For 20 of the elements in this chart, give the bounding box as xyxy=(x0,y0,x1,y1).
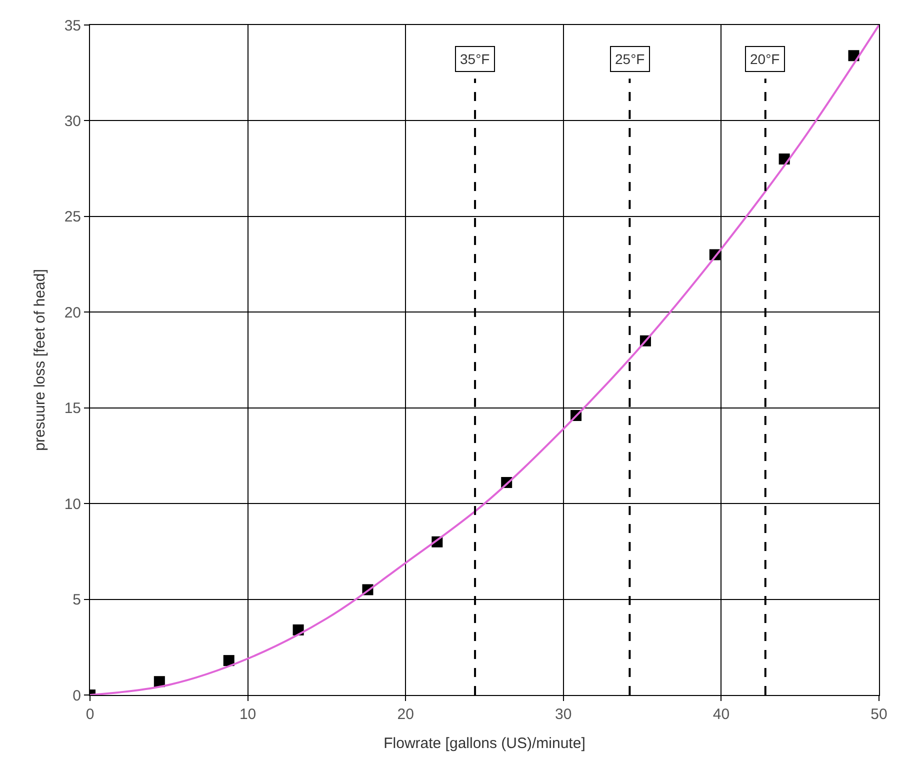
ref-line-label: 25°F xyxy=(615,51,645,67)
ref-line-label: 20°F xyxy=(750,51,780,67)
y-tick-label: 25 xyxy=(64,208,81,226)
x-tick-label: 20 xyxy=(397,706,414,723)
x-tick-label: 10 xyxy=(239,706,256,723)
y-tick-label: 35 xyxy=(64,17,81,34)
y-tick-label: 0 xyxy=(72,687,81,704)
x-tick-label: 50 xyxy=(870,706,888,723)
y-tick-label: 20 xyxy=(64,304,81,322)
y-tick-label: 30 xyxy=(64,112,81,130)
ref-line-label: 35°F xyxy=(460,51,490,67)
point xyxy=(223,655,234,666)
y-tick-label: 10 xyxy=(64,496,81,513)
y-tick-label: 15 xyxy=(64,400,81,418)
x-tick-label: 30 xyxy=(555,706,572,723)
y-tick-label: 5 xyxy=(72,592,81,609)
x-tick-label: 0 xyxy=(86,706,94,723)
x-tick-label: 40 xyxy=(712,706,730,723)
y-axis-title: presuure loss [feet of head] xyxy=(32,269,49,451)
x-axis-title: Flowrate [gallons (US)/minute] xyxy=(384,735,586,752)
